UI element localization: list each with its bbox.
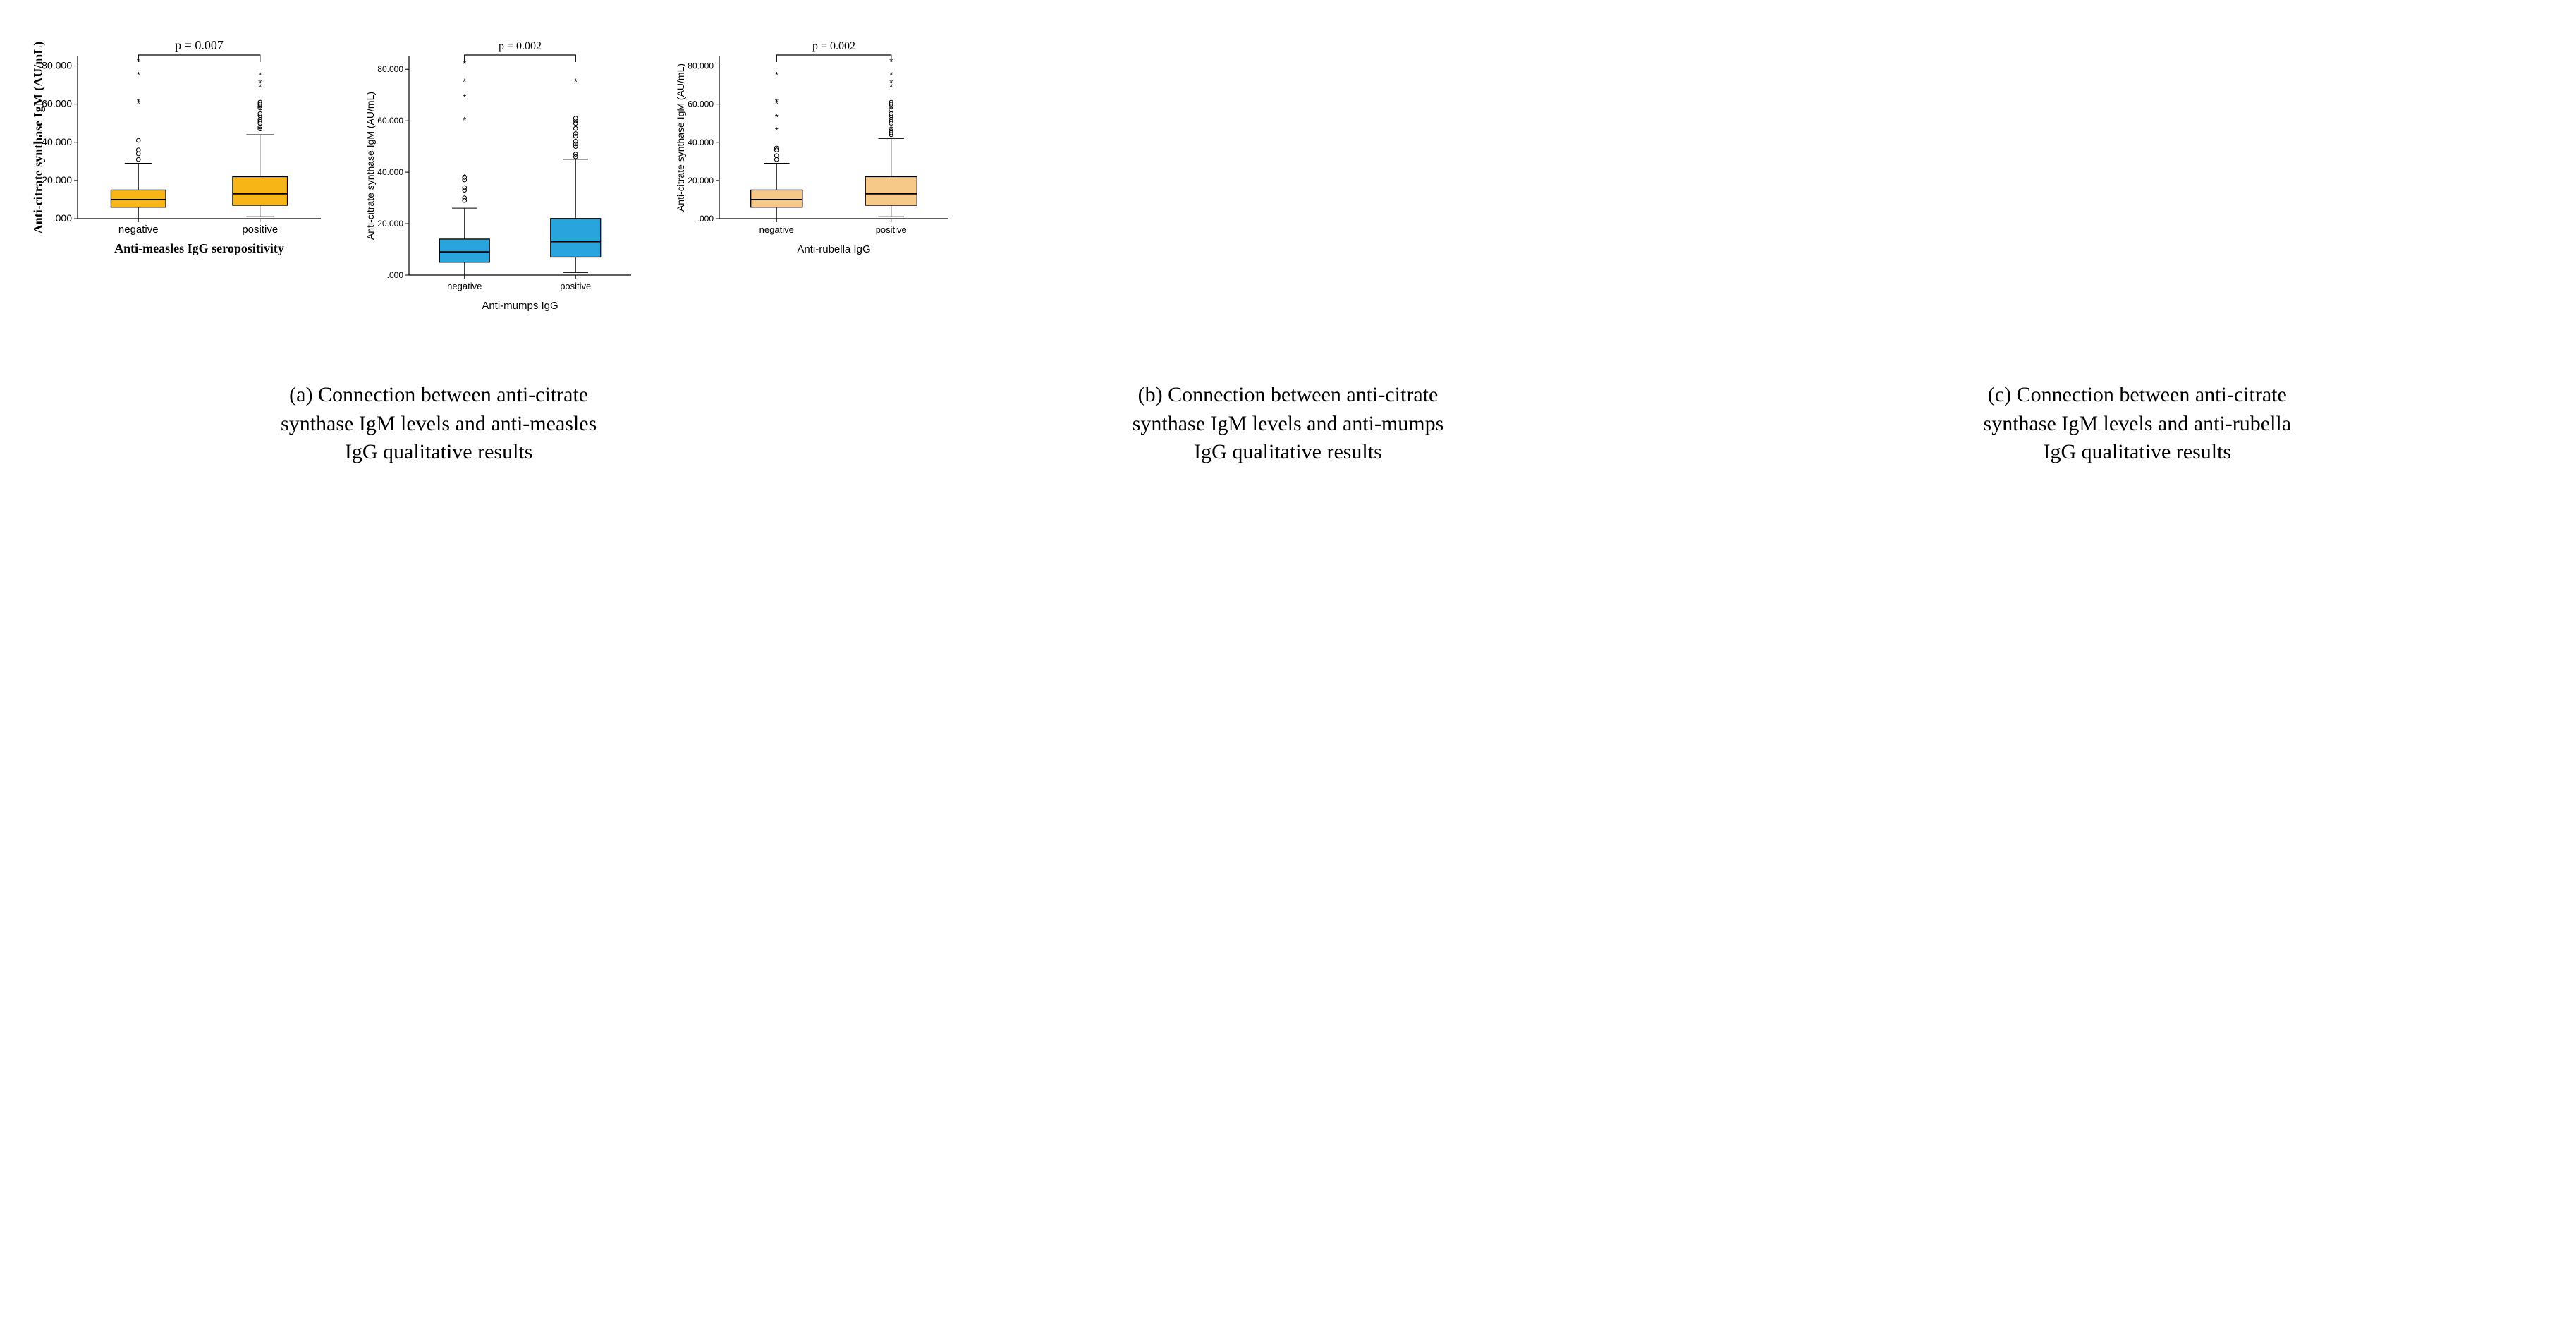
svg-text:Anti-rubella IgG: Anti-rubella IgG <box>797 243 870 255</box>
svg-text:*: * <box>775 112 779 123</box>
svg-text:Anti-citrate synthase IgM (AU/: Anti-citrate synthase IgM (AU/mL) <box>31 42 46 233</box>
svg-text:Anti-mumps IgG: Anti-mumps IgG <box>482 300 558 312</box>
svg-text:40.000: 40.000 <box>688 138 714 147</box>
svg-text:80.000: 80.000 <box>688 61 714 71</box>
svg-text:*: * <box>258 70 262 80</box>
plot-c: .000 20.000 40.000 60.000 80.000Anti-citrate… <box>670 28 959 268</box>
svg-text:Anti-measles IgG seropositivit: Anti-measles IgG seropositivity <box>114 241 284 255</box>
svg-text:*: * <box>889 70 893 80</box>
caption-a: (a) Connection between anti-citrate synt… <box>269 381 608 467</box>
svg-text:*: * <box>137 70 140 80</box>
svg-text:*: * <box>775 70 779 80</box>
boxplot-b: .000 20.000 40.000 60.000 80.000 Anti-citrate… <box>360 28 642 324</box>
svg-text:positive: positive <box>560 281 591 291</box>
svg-text:negative: negative <box>447 281 482 291</box>
svg-text:*: * <box>463 76 466 87</box>
svg-text:60.000: 60.000 <box>688 99 714 109</box>
boxplot-a: .000 20.000 40.000 60.000 80.000Anti-citrate… <box>28 28 331 268</box>
svg-text:.000: .000 <box>53 212 72 224</box>
svg-text:negative: negative <box>118 224 159 236</box>
svg-text:Anti-citrate synthase IgM (AU/: Anti-citrate synthase IgM (AU/mL) <box>365 92 376 240</box>
svg-text:Anti-citrate synthase IgM (AU/: Anti-citrate synthase IgM (AU/mL) <box>675 63 686 212</box>
svg-text:20.000: 20.000 <box>377 219 403 229</box>
svg-text:60.000: 60.000 <box>377 116 403 126</box>
p-value-label: p = 0.002 <box>812 40 855 52</box>
svg-text:.000: .000 <box>697 214 714 224</box>
plot-a: .000 20.000 40.000 60.000 80.000Anti-citrate… <box>28 28 331 268</box>
svg-text:*: * <box>463 171 466 182</box>
svg-text:40.000: 40.000 <box>42 136 72 147</box>
svg-text:*: * <box>775 126 779 136</box>
panel-b: .000 20.000 40.000 60.000 80.000 Anti-citrate… <box>360 28 642 324</box>
svg-text:*: * <box>463 92 466 102</box>
svg-text:20.000: 20.000 <box>42 174 72 186</box>
p-value-label: p = 0.007 <box>175 38 224 52</box>
svg-text:20.000: 20.000 <box>688 176 714 186</box>
svg-text:*: * <box>775 97 779 107</box>
svg-text:*: * <box>137 97 140 107</box>
caption-c: (c) Connection between anti-citrate synt… <box>1968 381 2307 467</box>
svg-text:60.000: 60.000 <box>42 98 72 109</box>
caption-b: (b) Connection between anti-citrate synt… <box>1118 381 1457 467</box>
panel-a: .000 20.000 40.000 60.000 80.000Anti-citrate… <box>28 28 331 268</box>
p-value-label: p = 0.002 <box>499 40 542 52</box>
svg-text:80.000: 80.000 <box>42 60 72 71</box>
svg-text:.000: .000 <box>387 270 404 280</box>
boxplot-c: .000 20.000 40.000 60.000 80.000Anti-citrate… <box>670 28 959 268</box>
figure-row: .00020.00040.00060.00080.000Anti-citrate… <box>28 28 2548 324</box>
svg-text:positive: positive <box>242 224 278 236</box>
svg-text:negative: negative <box>759 224 794 235</box>
svg-text:*: * <box>463 115 466 126</box>
plot-b: .000 20.000 40.000 60.000 80.000 Anti-citrate… <box>360 28 642 324</box>
svg-text:positive: positive <box>876 224 907 235</box>
svg-text:*: * <box>574 76 578 87</box>
caption-row: (a) Connection between anti-citrate synt… <box>28 381 2548 467</box>
svg-text:80.000: 80.000 <box>377 64 403 74</box>
svg-text:40.000: 40.000 <box>377 167 403 177</box>
panel-c: .000 20.000 40.000 60.000 80.000Anti-citrate… <box>670 28 959 268</box>
